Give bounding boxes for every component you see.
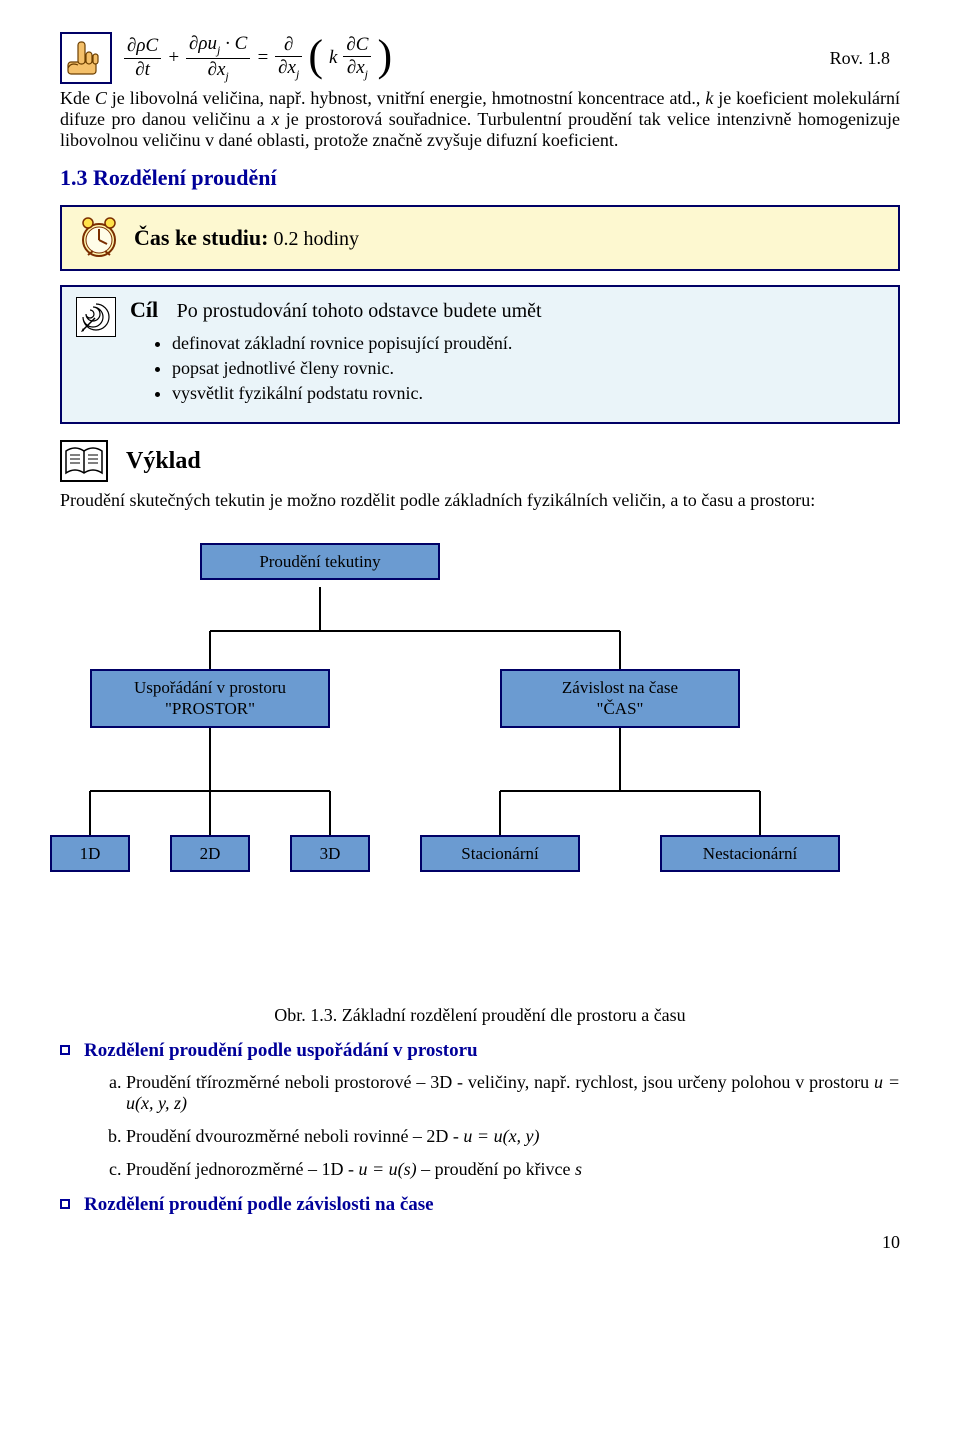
eq-t3-den-sub: j	[296, 67, 299, 81]
study-time-box: Čas ke studiu: 0.2 hodiny	[60, 205, 900, 271]
para1-C: C	[95, 88, 107, 108]
eq-t4-den-pre: ∂x	[347, 57, 365, 78]
plus-sign: +	[167, 47, 180, 69]
figure-caption: Obr. 1.3. Základní rozdělení proudění dl…	[60, 1005, 900, 1026]
list-item-c: Proudění jednorozměrné – 1D - u = u(s) –…	[126, 1159, 900, 1180]
item-b-pre: Proudění dvourozměrné neboli rovinné – 2…	[126, 1126, 463, 1146]
eq-t1-num: ∂ρC	[124, 36, 161, 57]
study-time-label: Čas ke studiu:	[134, 225, 268, 250]
ordered-list: Proudění třírozměrné neboli prostorové –…	[60, 1072, 900, 1180]
goal-bullet-3: vysvětlit fyzikální podstatu rovnic.	[172, 383, 542, 404]
section-heading: 1.3 Rozdělení proudění	[60, 165, 900, 191]
diag-leaf-nestac: Nestacionární	[660, 835, 840, 872]
eq-t3-num: ∂	[281, 35, 296, 56]
diag-leaf-2d: 2D	[170, 835, 250, 872]
eq-t4-num: ∂C	[343, 35, 371, 56]
para1-pre: Kde	[60, 88, 95, 108]
blue-heading-1-text: Rozdělení proudění podle uspořádání v pr…	[84, 1040, 478, 1062]
diag-leaf-3d: 3D	[290, 835, 370, 872]
eq-t4-den-sub: j	[365, 67, 368, 81]
eq-t1-den: ∂t	[132, 60, 153, 81]
goal-bullet-1: definovat základní rovnice popisující pr…	[172, 333, 542, 354]
equation-1-8: ∂ρC ∂t + ∂ρuj · C ∂xj = ∂ ∂xj ( k ∂C	[124, 34, 392, 83]
k-symbol: k	[329, 47, 337, 69]
goal-lead: Po prostudování tohoto odstavce budete u…	[177, 300, 542, 322]
item-a-pre: Proudění třírozměrné neboli prostorové –…	[126, 1072, 874, 1092]
square-bullet-icon	[60, 1199, 70, 1209]
diag-right: Závislost na čase "ČAS"	[500, 669, 740, 728]
item-c-pre: Proudění jednorozměrné – 1D -	[126, 1159, 358, 1179]
hand-pointing-icon	[60, 32, 112, 84]
item-c-eq: u = u(s)	[358, 1159, 416, 1179]
equation-label: Rov. 1.8	[830, 48, 900, 69]
diag-leaf-stac: Stacionární	[420, 835, 580, 872]
list-item-b: Proudění dvourozměrné neboli rovinné – 2…	[126, 1126, 900, 1147]
goal-bullet-2: popsat jednotlivé členy rovnic.	[172, 358, 542, 379]
flow-diagram: Proudění tekutiny Uspořádání v prostoru …	[60, 519, 900, 999]
goal-box: Cíl Po prostudování tohoto odstavce bude…	[60, 285, 900, 424]
eq-t2-num-pre: ∂ρu	[189, 33, 217, 54]
eq-t2-den-pre: ∂x	[208, 59, 226, 80]
page-number: 10	[60, 1232, 900, 1253]
para-intro: Kde C je libovolná veličina, např. hybno…	[60, 88, 900, 151]
diag-root: Proudění tekutiny	[200, 543, 440, 580]
blue-heading-2-text: Rozdělení proudění podle závislosti na č…	[84, 1194, 434, 1216]
vyklad-title: Výklad	[126, 448, 201, 475]
eq-t2-num-post: · C	[220, 33, 247, 54]
vyklad-text: Proudění skutečných tekutin je možno roz…	[60, 490, 900, 511]
alarm-clock-icon	[76, 215, 122, 261]
diag-left: Uspořádání v prostoru "PROSTOR"	[90, 669, 330, 728]
target-icon	[76, 297, 116, 337]
list-item-a: Proudění třírozměrné neboli prostorové –…	[126, 1072, 900, 1114]
equals-sign: =	[256, 47, 269, 69]
item-c-post: – proudění po křivce	[417, 1159, 575, 1179]
open-book-icon	[60, 440, 108, 482]
blue-heading-2: Rozdělení proudění podle závislosti na č…	[60, 1194, 900, 1216]
eq-t2-den-sub: j	[225, 68, 228, 82]
square-bullet-icon	[60, 1045, 70, 1055]
item-b-eq: u = u(x, y)	[463, 1126, 539, 1146]
goal-bullet-list: definovat základní rovnice popisující pr…	[130, 333, 542, 404]
goal-title: Cíl	[130, 297, 158, 323]
eq-t3-den-pre: ∂x	[278, 57, 296, 78]
diag-leaf-1d: 1D	[50, 835, 130, 872]
para1-mid1: je libovolná veličina, např. hybnost, vn…	[107, 88, 705, 108]
blue-heading-1: Rozdělení proudění podle uspořádání v pr…	[60, 1040, 900, 1062]
study-time-value: 0.2 hodiny	[268, 228, 359, 250]
item-c-s: s	[575, 1159, 582, 1179]
